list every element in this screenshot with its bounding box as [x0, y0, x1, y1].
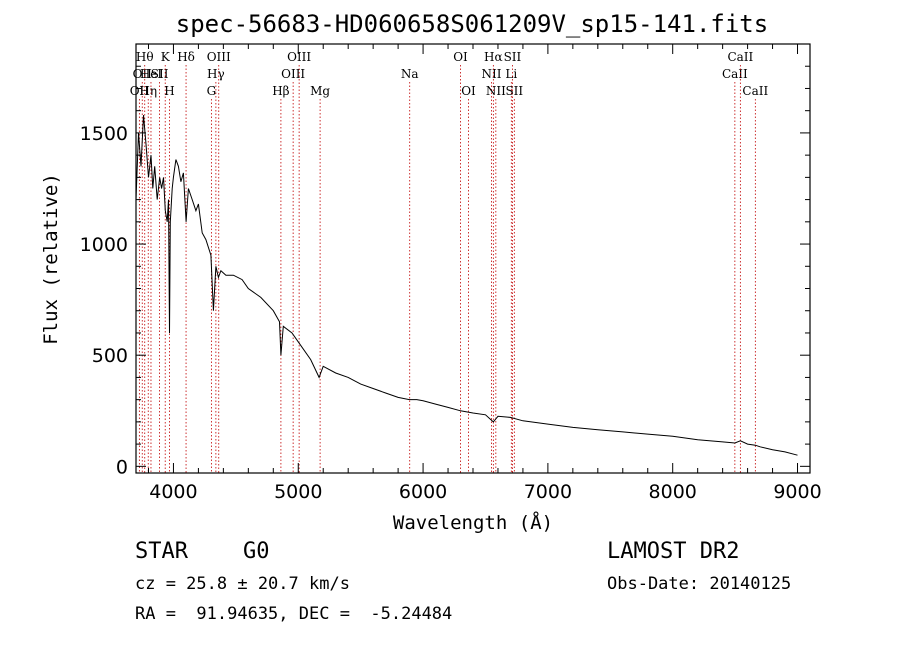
line-marker-label: SII — [151, 67, 169, 81]
line-marker-label: K — [161, 50, 171, 64]
observation-date: Obs-Date: 20140125 — [607, 574, 792, 594]
line-marker-label: SII — [504, 50, 522, 64]
line-marker-label: Mg — [310, 84, 330, 98]
redshift-cz: cz = 25.8 ± 20.7 km/s — [135, 574, 350, 594]
x-tick-label: 6000 — [399, 481, 447, 503]
line-marker-label: NII — [481, 67, 501, 81]
y-tick-label: 0 — [116, 456, 128, 478]
plot-frame — [135, 43, 811, 474]
line-marker-label: Hδ — [177, 50, 195, 64]
x-tick-label: 8000 — [649, 481, 697, 503]
line-marker-label: Hη — [139, 84, 157, 98]
line-marker-label: Hα — [484, 50, 503, 64]
line-marker-label: OIII — [281, 67, 305, 81]
line-marker-label: G — [207, 84, 217, 98]
line-marker-label: Hθ — [136, 50, 154, 64]
spectrum-line — [135, 115, 798, 456]
line-marker-label: OII — [133, 67, 153, 81]
y-tick-label: 1500 — [80, 123, 128, 145]
y-axis: 0 500 1000 1500 — [80, 65, 810, 478]
line-marker-label: H — [164, 84, 174, 98]
x-tick-label: 4000 — [149, 481, 197, 503]
line-marker-label: Hβ — [272, 84, 289, 98]
x-tick-label: 5000 — [274, 481, 322, 503]
line-marker-label: Hγ — [207, 67, 225, 81]
line-markers: OIIOIIHθHηHeISIIKHHδGHγOIIIHβOIIIOIIIMgN… — [130, 50, 768, 473]
survey-name: LAMOST DR2 — [607, 539, 740, 564]
x-axis-label: Wavelength (Å) — [393, 511, 553, 534]
line-marker-label: OIII — [287, 50, 311, 64]
object-class: STAR — [135, 539, 188, 564]
spectrum-series — [135, 115, 798, 456]
line-marker-label: HeI — [140, 67, 163, 81]
y-tick-label: 500 — [92, 345, 128, 367]
y-tick-label: 1000 — [80, 234, 128, 256]
x-axis: 4000 5000 6000 7000 8000 9000 — [147, 44, 822, 503]
line-marker-label: OIII — [207, 50, 231, 64]
chart-title: spec-56683-HD060658S061209V_sp15-141.fit… — [176, 10, 768, 38]
x-tick-label: 9000 — [773, 481, 821, 503]
object-subclass: G0 — [243, 539, 270, 564]
line-marker-label: CaII — [742, 84, 768, 98]
line-marker-label: OI — [453, 50, 468, 64]
line-marker-label: NII — [486, 84, 506, 98]
line-marker-label: CaII — [722, 67, 748, 81]
line-marker-label: Na — [401, 67, 419, 81]
y-axis-label: Flux (relative) — [40, 173, 62, 345]
ra-dec: RA = 91.94635, DEC = -5.24484 — [135, 604, 453, 624]
line-marker-label: Li — [505, 67, 517, 81]
line-marker-label: SII — [505, 84, 523, 98]
x-tick-label: 7000 — [524, 481, 572, 503]
line-marker-label: CaII — [727, 50, 753, 64]
line-marker-label: OI — [461, 84, 476, 98]
